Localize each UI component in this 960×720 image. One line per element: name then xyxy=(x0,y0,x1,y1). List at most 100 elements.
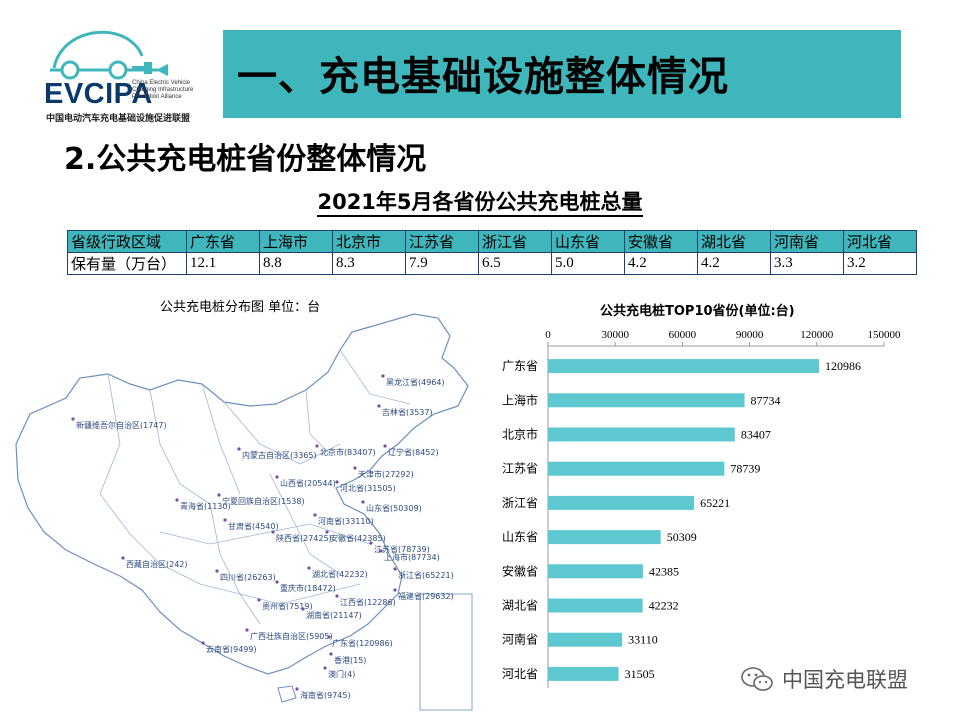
province-marker xyxy=(315,444,319,448)
province-label: 北京市(83407) xyxy=(320,447,376,457)
province-label: 山东省(50309) xyxy=(366,503,422,513)
province-label: 广西壮族自治区(5905) xyxy=(250,631,333,641)
y-category-label: 江苏省 xyxy=(502,462,538,476)
province-label: 吉林省(3537) xyxy=(382,407,433,417)
province-marker xyxy=(361,500,365,504)
y-category-label: 广东省 xyxy=(502,359,538,373)
watermark: 中国充电联盟 xyxy=(738,662,938,694)
value-cell: 8.3 xyxy=(332,252,406,275)
y-category-label: 浙江省 xyxy=(502,496,538,510)
header-cell: 湖北省 xyxy=(697,230,771,253)
province-marker xyxy=(201,641,205,645)
table-data-row: 保有量（万台） 12.1 8.8 8.3 7.9 6.5 5.0 4.2 4.2 3.3 3.2 xyxy=(67,252,917,275)
province-marker xyxy=(271,530,275,534)
x-tick-label: 60000 xyxy=(669,329,697,341)
x-tick-label: 120000 xyxy=(800,329,834,341)
x-tick-label: 90000 xyxy=(736,329,764,341)
page-title: 一、充电基础设施整体情况 xyxy=(237,54,729,100)
province-label: 贵州省(7519) xyxy=(262,601,313,611)
data-label: 120986 xyxy=(825,359,861,373)
bar xyxy=(548,632,623,647)
province-label: 天津市(27292) xyxy=(358,469,414,479)
province-marker xyxy=(237,447,241,451)
province-marker xyxy=(223,518,227,522)
bar xyxy=(548,393,745,408)
header-cell-label: 省级行政区域 xyxy=(67,230,187,253)
header-cell: 河南省 xyxy=(770,230,844,253)
header-cell: 广东省 xyxy=(186,230,260,253)
header-cell: 北京市 xyxy=(332,230,406,253)
value-cell: 4.2 xyxy=(624,252,698,275)
province-label: 西藏自治区(242) xyxy=(126,559,188,569)
value-cell: 6.5 xyxy=(478,252,552,275)
car-plug-icon xyxy=(50,30,168,80)
province-label: 上海市(87734) xyxy=(384,552,440,562)
province-label: 青海省(1130) xyxy=(180,501,231,511)
y-category-label: 河北省 xyxy=(502,667,538,681)
province-label: 香港(15) xyxy=(334,655,366,665)
logo-subtitle: 中国电动汽车充电基础设施促进联盟 xyxy=(46,114,191,124)
bar xyxy=(548,359,820,374)
title-bar: 一、充电基础设施整体情况 xyxy=(223,30,901,118)
watermark-text: 中国充电联盟 xyxy=(782,668,908,692)
bar xyxy=(548,495,695,510)
province-label: 湖北省(42232) xyxy=(312,569,368,579)
hainan-outline xyxy=(277,685,297,703)
province-marker xyxy=(323,666,327,670)
value-cell: 8.8 xyxy=(259,252,333,275)
province-marker xyxy=(301,607,305,611)
province-marker xyxy=(257,598,261,602)
province-marker xyxy=(307,566,311,570)
province-border xyxy=(201,383,241,495)
y-category-label: 河南省 xyxy=(502,632,538,647)
province-border xyxy=(309,523,371,545)
top10-bar-chart: 0 30000 60000 90000 120000 150000 广东省 120986 上海市… xyxy=(502,329,902,688)
province-marker xyxy=(381,374,385,378)
value-cell: 7.9 xyxy=(405,252,479,275)
province-label: 四川省(26263) xyxy=(220,572,276,582)
province-marker xyxy=(335,594,339,598)
province-marker xyxy=(335,480,339,484)
province-label: 黑龙江省(4964) xyxy=(386,377,445,387)
value-cell-label: 保有量（万台） xyxy=(67,252,187,275)
province-marker xyxy=(295,687,299,691)
x-tick-label: 150000 xyxy=(868,329,902,341)
bar xyxy=(548,427,735,442)
province-border xyxy=(305,389,331,455)
province-label: 云南省(9499) xyxy=(206,644,257,654)
province-label: 新疆维吾尔自治区(1747) xyxy=(76,420,167,430)
province-marker xyxy=(369,541,373,545)
value-cell: 3.2 xyxy=(843,252,917,275)
province-label: 安徽省(42385) xyxy=(330,533,386,543)
table-title: 2021年5月各省份公共充电桩总量 xyxy=(0,186,960,217)
table-title-text: 2021年5月各省份公共充电桩总量 xyxy=(317,190,643,217)
province-border xyxy=(149,389,211,505)
province-marker xyxy=(217,493,221,497)
data-label: 65221 xyxy=(700,496,730,510)
header-cell: 山东省 xyxy=(551,230,625,253)
province-marker xyxy=(245,628,249,632)
bar xyxy=(548,666,619,681)
province-label: 内蒙古自治区(3365) xyxy=(242,450,317,460)
bar xyxy=(548,530,661,545)
province-marker xyxy=(71,417,75,421)
province-label: 辽宁省(8452) xyxy=(388,447,439,457)
province-label: 陕西省(27425) xyxy=(276,533,332,543)
province-label: 澳门(4) xyxy=(328,669,355,679)
province-border xyxy=(339,349,411,405)
y-category-label: 北京市 xyxy=(502,427,538,442)
table-header-row: 省级行政区域 广东省 上海市 北京市 江苏省 浙江省 山东省 安徽省 湖北省 河南省 河北省 xyxy=(67,230,917,253)
data-label: 31505 xyxy=(625,667,655,681)
province-stock-table: 省级行政区域 广东省 上海市 北京市 江苏省 浙江省 山东省 安徽省 湖北省 河南省 河北省 保有量… xyxy=(67,230,917,275)
logo-text: EVCIPA xyxy=(44,78,153,110)
province-label: 重庆市(18472) xyxy=(280,583,336,593)
province-label: 江苏省(78739) xyxy=(374,544,430,554)
data-label: 33110 xyxy=(628,633,658,647)
province-border xyxy=(99,373,131,535)
province-marker xyxy=(383,444,387,448)
value-cell: 5.0 xyxy=(551,252,625,275)
bar xyxy=(548,564,643,579)
header-cell: 上海市 xyxy=(259,230,333,253)
logo-tagline: China Electric Vehicle Charging Infrastr… xyxy=(132,80,194,100)
bar xyxy=(548,598,643,613)
